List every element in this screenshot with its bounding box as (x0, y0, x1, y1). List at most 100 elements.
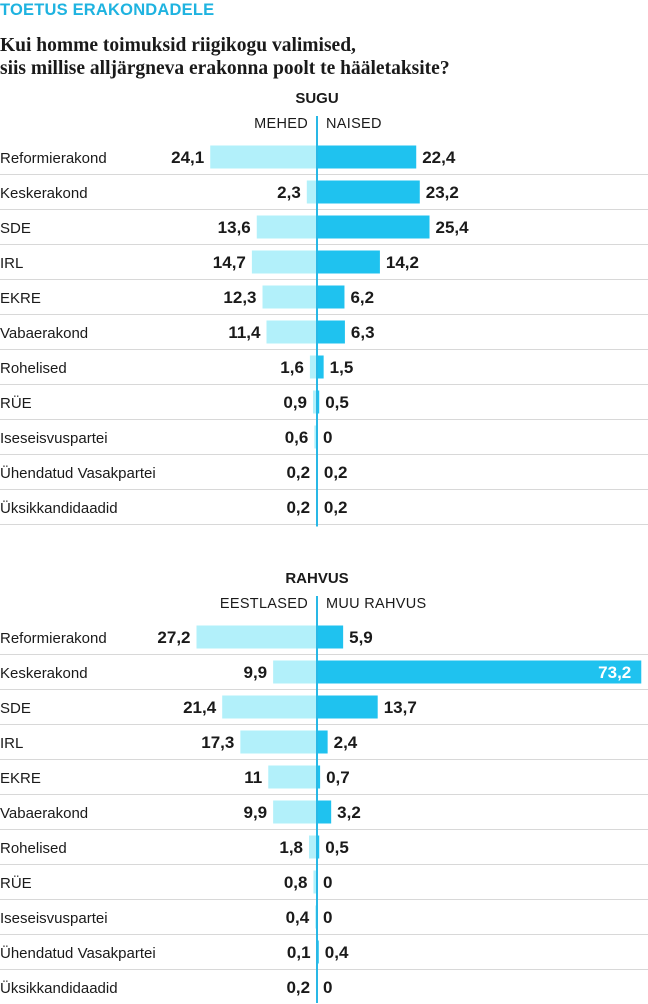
right-series-label: NAISED (326, 116, 382, 132)
category-label: Vabaerakond (0, 325, 88, 342)
right-bar (317, 180, 420, 204)
right-bar (317, 390, 320, 414)
category-label: Iseseisvuspartei (0, 430, 108, 447)
left-value-label: 13,6 (218, 218, 251, 237)
category-label: Üksikkandidaadid (0, 979, 118, 997)
right-bar (317, 660, 642, 684)
left-value-label: 0,6 (285, 428, 309, 447)
left-value-label: 9,9 (244, 663, 268, 682)
section-title: SUGU (295, 90, 338, 107)
right-value-label: 1,5 (330, 358, 354, 377)
left-value-label: 11,4 (228, 323, 261, 342)
left-bar (240, 730, 317, 754)
category-label: EKRE (0, 770, 41, 787)
left-bar (309, 835, 317, 859)
left-value-label: 21,4 (183, 698, 217, 717)
category-label: Reformierakond (0, 630, 107, 647)
right-value-label: 0,2 (324, 498, 348, 517)
right-bar (317, 250, 380, 274)
left-bar (313, 390, 317, 414)
left-bar (313, 870, 317, 894)
right-value-label: 25,4 (436, 218, 470, 237)
left-value-label: 17,3 (201, 733, 234, 752)
right-value-label: 23,2 (426, 183, 459, 202)
right-value-label: 0 (323, 908, 332, 927)
right-value-label: 0 (323, 978, 332, 997)
category-label: Rohelised (0, 840, 67, 857)
right-value-label: 0,4 (325, 943, 349, 962)
right-value-label: 0,5 (325, 393, 349, 412)
right-value-label: 14,2 (386, 253, 419, 272)
right-value-label: 0,2 (324, 463, 348, 482)
right-bar (317, 355, 324, 379)
category-label: SDE (0, 700, 31, 717)
category-label: SDE (0, 220, 31, 237)
left-bar (273, 800, 317, 824)
left-value-label: 0,8 (284, 873, 308, 892)
category-label: Ühendatud Vasakpartei (0, 944, 156, 962)
survey-question: Kui homme toimuksid riigikogu valimised,… (0, 34, 450, 80)
right-bar (317, 765, 321, 789)
left-bar (222, 695, 317, 719)
category-label: Reformierakond (0, 150, 107, 167)
category-label: Keskerakond (0, 185, 88, 202)
left-value-label: 0,9 (283, 393, 307, 412)
right-value-label: 3,2 (337, 803, 361, 822)
right-series-label: MUU RAHVUS (326, 596, 426, 612)
left-value-label: 9,9 (244, 803, 268, 822)
right-value-label: 5,9 (349, 628, 373, 647)
right-bar (317, 215, 430, 239)
left-bar (196, 625, 317, 649)
right-value-label: 73,2 (598, 663, 631, 682)
left-bar (266, 320, 317, 344)
left-value-label: 2,3 (277, 183, 301, 202)
right-value-label: 0,7 (326, 768, 350, 787)
left-value-label: 1,8 (279, 838, 303, 857)
right-value-label: 6,3 (351, 323, 375, 342)
category-label: Rohelised (0, 360, 67, 377)
left-value-label: 11 (244, 768, 262, 787)
right-value-label: 0 (323, 428, 332, 447)
chart-kicker: TOETUS ERAKONDADELE (0, 1, 215, 19)
right-value-label: 22,4 (422, 148, 456, 167)
category-label: RÜE (0, 874, 32, 892)
right-value-label: 6,2 (350, 288, 374, 307)
section-title: RAHVUS (285, 570, 348, 587)
left-bar (251, 250, 317, 274)
left-bar (309, 355, 317, 379)
left-bar (306, 180, 317, 204)
left-value-label: 0,4 (286, 908, 310, 927)
category-label: Ühendatud Vasakpartei (0, 464, 156, 482)
right-bar (317, 285, 345, 309)
left-bar (273, 660, 317, 684)
category-label: IRL (0, 735, 23, 752)
left-value-label: 14,7 (213, 253, 246, 272)
right-bar (317, 730, 328, 754)
right-value-label: 2,4 (334, 733, 358, 752)
right-value-label: 0,5 (325, 838, 349, 857)
category-label: Üksikkandidaadid (0, 499, 118, 517)
right-bar (317, 320, 345, 344)
left-value-label: 27,2 (157, 628, 190, 647)
left-bar (262, 285, 317, 309)
question-line-2: siis millise alljärgneva erakonna poolt … (0, 58, 450, 79)
category-label: RÜE (0, 394, 32, 412)
question-line-1: Kui homme toimuksid riigikogu valimised, (0, 35, 356, 56)
category-label: Vabaerakond (0, 805, 88, 822)
left-series-label: MEHED (254, 116, 308, 132)
left-bar (256, 215, 317, 239)
left-value-label: 0,2 (286, 978, 310, 997)
left-series-label: EESTLASED (220, 596, 308, 612)
right-bar (317, 695, 378, 719)
right-value-label: 13,7 (384, 698, 417, 717)
right-value-label: 0 (323, 873, 332, 892)
category-label: Iseseisvuspartei (0, 910, 108, 927)
left-bar (314, 425, 317, 449)
left-value-label: 1,6 (280, 358, 304, 377)
left-value-label: 0,2 (286, 498, 310, 517)
left-bar (268, 765, 317, 789)
category-label: IRL (0, 255, 23, 272)
left-bar (210, 145, 317, 169)
right-bar (317, 145, 417, 169)
